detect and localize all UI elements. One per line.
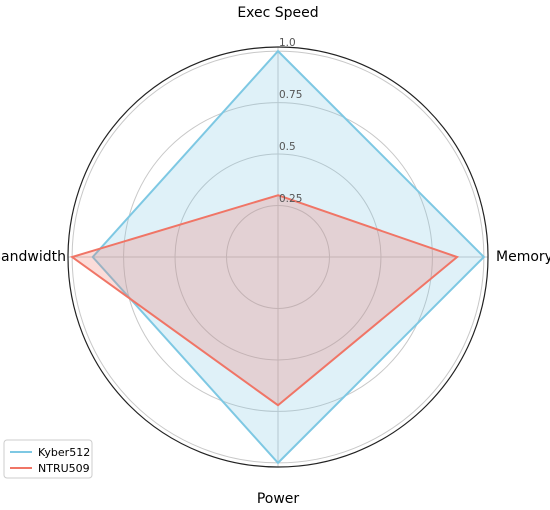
- radial-tick-label-0-75: 0.75: [279, 89, 302, 101]
- axis-label-bandwidth: Bandwidth: [0, 249, 66, 265]
- radar-series: [69, 49, 486, 465]
- axis-label-power: Power: [257, 491, 300, 507]
- radial-tick-label-1-0: 1.0: [279, 37, 296, 49]
- outer-frame-circle: [67, 46, 489, 468]
- legend-label-ntru509: NTRU509: [38, 462, 90, 475]
- legend: Kyber512 NTRU509: [3, 439, 93, 479]
- axis-label-memory: Memory: [496, 249, 550, 265]
- radial-tick-label-0-5: 0.5: [279, 141, 296, 153]
- series-area-kyber512: [92, 51, 484, 463]
- series-area-ntru509: [72, 195, 458, 406]
- legend-label-kyber512: Kyber512: [38, 446, 90, 459]
- radial-tick-label-0-25: 0.25: [279, 193, 302, 205]
- axis-label-exec-speed: Exec Speed: [237, 5, 318, 21]
